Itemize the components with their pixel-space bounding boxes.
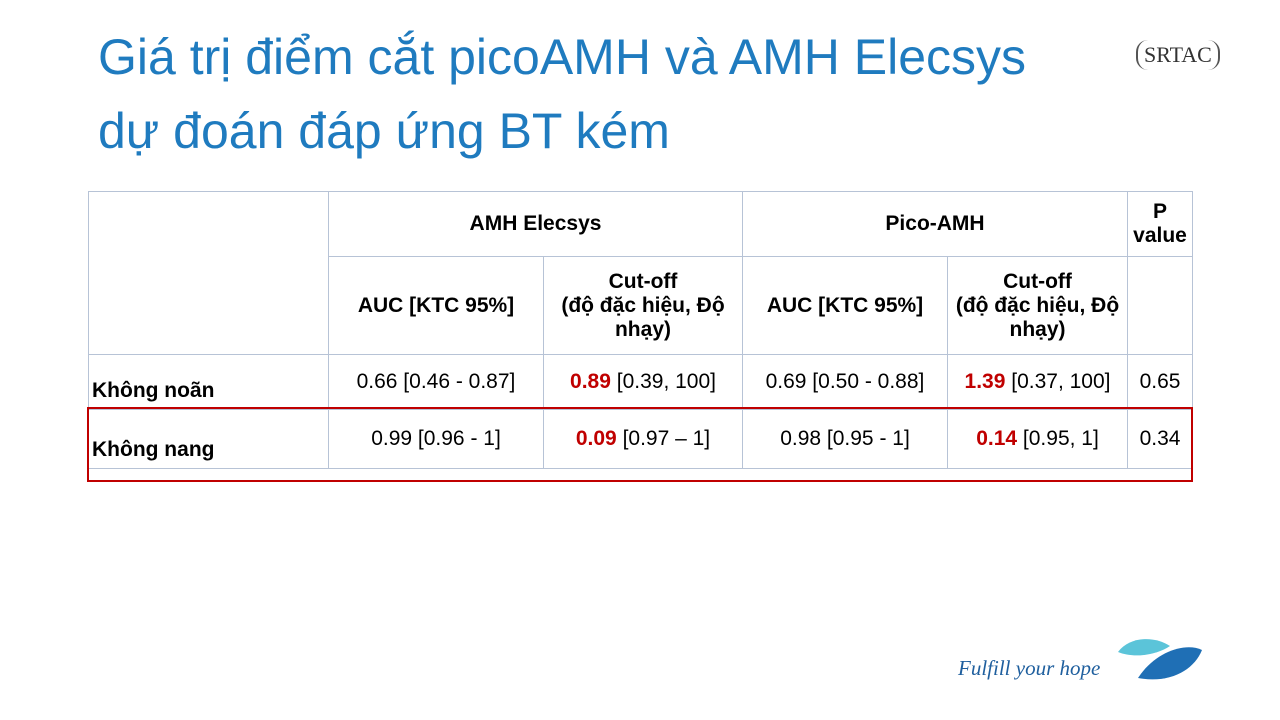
empty-cell [88, 191, 329, 355]
tagline: Fulfill your hope [958, 656, 1101, 680]
sub-header: Cut-off (độ đặc hiệu, Độ nhạy) [543, 256, 743, 355]
data-cell: 0.99 [0.96 - 1] [328, 409, 544, 469]
sub-header: Cut-off (độ đặc hiệu, Độ nhạy) [946, 256, 1129, 355]
cutoff-cell: 1.39 [0.37, 100] [946, 354, 1129, 410]
data-cell: 0.65 [1127, 354, 1194, 410]
header-row: AMH Elecsys Pico-AMH P value [88, 191, 1194, 355]
cutoff-interval: [0.97 – 1] [622, 427, 711, 450]
highlight-box [87, 407, 1193, 482]
cutoff-value: 0.09 [575, 427, 617, 450]
data-row: Không nang 0.99 [0.96 - 1] 0.09 [0.97 – 1]… [88, 409, 1194, 469]
data-cell: 0.69 [0.50 - 0.88] [742, 354, 948, 410]
cutoff-cell: 0.89 [0.39, 100] [543, 354, 743, 410]
sub-header: AUC [KTC 95%] [328, 256, 544, 355]
data-row: Không noãn 0.66 [0.46 - 0.87] 0.89 [0.39, … [88, 354, 1194, 410]
data-cell: 0.98 [0.95 - 1] [742, 409, 948, 469]
data-cell: 0.66 [0.46 - 0.87] [328, 354, 544, 410]
group-header: AMH Elecsys [328, 191, 743, 257]
row-label: Không nang [88, 409, 329, 469]
cutoff-value: 1.39 [964, 370, 1006, 393]
cutoff-cell: 0.14 [0.95, 1] [946, 409, 1129, 469]
logo: SRTAC [1136, 40, 1220, 70]
group-header: Pico-AMH [741, 191, 1129, 257]
subheader-row: AUC [KTC 95%] Cut-off (độ đặc hiệu, Độ n… [89, 256, 1194, 355]
title-line: dự đoán đáp ứng BT kém [98, 103, 670, 159]
table-body: AMH Elecsys Pico-AMH P value AUC [KTC 95… [88, 191, 1194, 469]
slide-title: Giá trị điểm cắt picoAMH và AMH Elecsys … [98, 20, 1198, 168]
title-line: Giá trị điểm cắt picoAMH và AMH Elecsys [98, 29, 1027, 85]
cutoff-interval: [0.37, 100] [1011, 370, 1111, 393]
cutoff-interval: [0.95, 1] [1022, 427, 1099, 450]
leaf-logo [1118, 639, 1202, 680]
sub-header: AUC [KTC 95%] [742, 256, 948, 355]
group-header: P value [1127, 191, 1194, 257]
results-table: AMH Elecsys Pico-AMH P value AUC [KTC 95… [88, 191, 1194, 469]
empty-cell [1127, 256, 1194, 355]
cutoff-cell: 0.09 [0.97 – 1] [543, 409, 743, 469]
cutoff-value: 0.89 [570, 370, 611, 393]
row-label: Không noãn [88, 354, 329, 410]
cutoff-value: 0.14 [976, 427, 1018, 450]
cutoff-interval: [0.39, 100] [616, 370, 716, 393]
